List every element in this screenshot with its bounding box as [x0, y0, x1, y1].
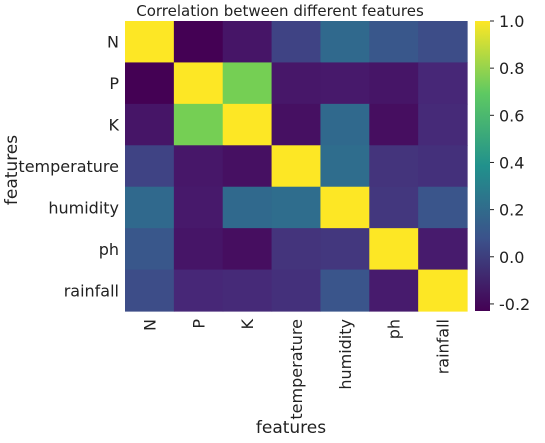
heatmap-cell-temperature-K	[222, 145, 273, 188]
row-label-rainfall: rainfall	[64, 281, 119, 300]
column-label-humidity: humidity	[336, 319, 355, 390]
heatmap-cell-K-rainfall	[418, 103, 468, 146]
heatmap-cell-humidity-ph	[369, 186, 419, 229]
heatmap-cell-ph-rainfall	[418, 228, 468, 271]
heatmap-cell-temperature-ph	[369, 145, 419, 188]
heatmap-cell-K-temperature	[271, 103, 322, 146]
heatmap-cell-P-temperature	[271, 62, 322, 105]
heatmap-cell-rainfall-K	[222, 269, 273, 312]
heatmap-cell-K-N	[125, 103, 175, 146]
heatmap-cell-temperature-P	[173, 145, 224, 188]
heatmap-cell-humidity-K	[222, 186, 273, 229]
heatmap-cell-ph-P	[173, 228, 224, 271]
column-label-rainfall: rainfall	[434, 319, 453, 374]
heatmap-cell-ph-temperature	[271, 228, 322, 271]
colorbar	[475, 21, 490, 311]
colorbar-tick-label: 1.0	[499, 12, 524, 31]
heatmap-cell-humidity-humidity	[320, 186, 370, 229]
colorbar-tick-labels: 1.0 0.8 0.6 0.4 0.2 0.0 -0.2	[490, 12, 530, 314]
colorbar-tick-label: 0.8	[499, 59, 524, 78]
heatmap-cell-humidity-N	[125, 186, 175, 229]
row-label-temperature: temperature	[18, 157, 119, 176]
heatmap-cells	[125, 21, 468, 312]
column-label-ph: ph	[385, 319, 404, 339]
column-label-P: P	[189, 319, 208, 329]
heatmap-cell-N-temperature	[271, 21, 322, 64]
heatmap-cell-humidity-temperature	[271, 186, 322, 229]
column-label-K: K	[238, 319, 257, 330]
row-label-K: K	[109, 116, 120, 135]
heatmap-cell-P-ph	[369, 62, 419, 105]
heatmap-cell-rainfall-humidity	[320, 269, 370, 312]
heatmap-cell-N-rainfall	[418, 21, 468, 64]
heatmap-cell-P-humidity	[320, 62, 370, 105]
x-axis-label: features	[256, 418, 326, 438]
row-label-N: N	[107, 33, 119, 52]
heatmap-cell-humidity-P	[173, 186, 224, 229]
heatmap-cell-ph-ph	[369, 228, 419, 271]
heatmap-cell-P-P	[173, 62, 224, 105]
heatmap-cell-K-K	[222, 103, 273, 146]
heatmap-cell-N-ph	[369, 21, 419, 64]
heatmap-cell-rainfall-P	[173, 269, 224, 312]
colorbar-tick-label: 0.6	[499, 106, 524, 125]
y-axis-label: features	[2, 135, 22, 205]
column-label-N: N	[140, 319, 159, 331]
heatmap-cell-P-N	[125, 62, 175, 105]
heatmap-cell-ph-humidity	[320, 228, 370, 271]
colorbar-tick-label: 0.4	[499, 153, 524, 172]
row-label-humidity: humidity	[48, 198, 119, 217]
row-label-P: P	[109, 74, 119, 93]
heatmap-cell-N-N	[125, 21, 175, 64]
heatmap-cell-humidity-rainfall	[418, 186, 468, 229]
heatmap-cell-K-humidity	[320, 103, 370, 146]
colorbar-tick-label: 0.2	[499, 201, 524, 220]
heatmap-cell-N-K	[222, 21, 273, 64]
heatmap-cell-rainfall-ph	[369, 269, 419, 312]
heatmap-cell-K-ph	[369, 103, 419, 146]
heatmap-cell-P-rainfall	[418, 62, 468, 105]
heatmap-cell-rainfall-N	[125, 269, 175, 312]
colorbar-tick-label: 0.0	[499, 248, 524, 267]
heatmap-cell-rainfall-rainfall	[418, 269, 468, 312]
column-label-temperature: temperature	[287, 319, 306, 420]
heatmap-cell-temperature-temperature	[271, 145, 322, 188]
heatmap-cell-rainfall-temperature	[271, 269, 322, 312]
heatmap-cell-temperature-N	[125, 145, 175, 188]
heatmap-cell-temperature-rainfall	[418, 145, 468, 188]
heatmap-cell-K-P	[173, 103, 224, 146]
heatmap-cell-P-K	[222, 62, 273, 105]
heatmap-cell-ph-K	[222, 228, 273, 271]
chart-title: Correlation between different features	[136, 2, 424, 20]
heatmap-cell-ph-N	[125, 228, 175, 271]
heatmap-cell-temperature-humidity	[320, 145, 370, 188]
heatmap-cell-N-P	[173, 21, 224, 64]
heatmap-cell-N-humidity	[320, 21, 370, 64]
row-label-ph: ph	[99, 240, 119, 259]
colorbar-tick-label: -0.2	[499, 295, 530, 314]
